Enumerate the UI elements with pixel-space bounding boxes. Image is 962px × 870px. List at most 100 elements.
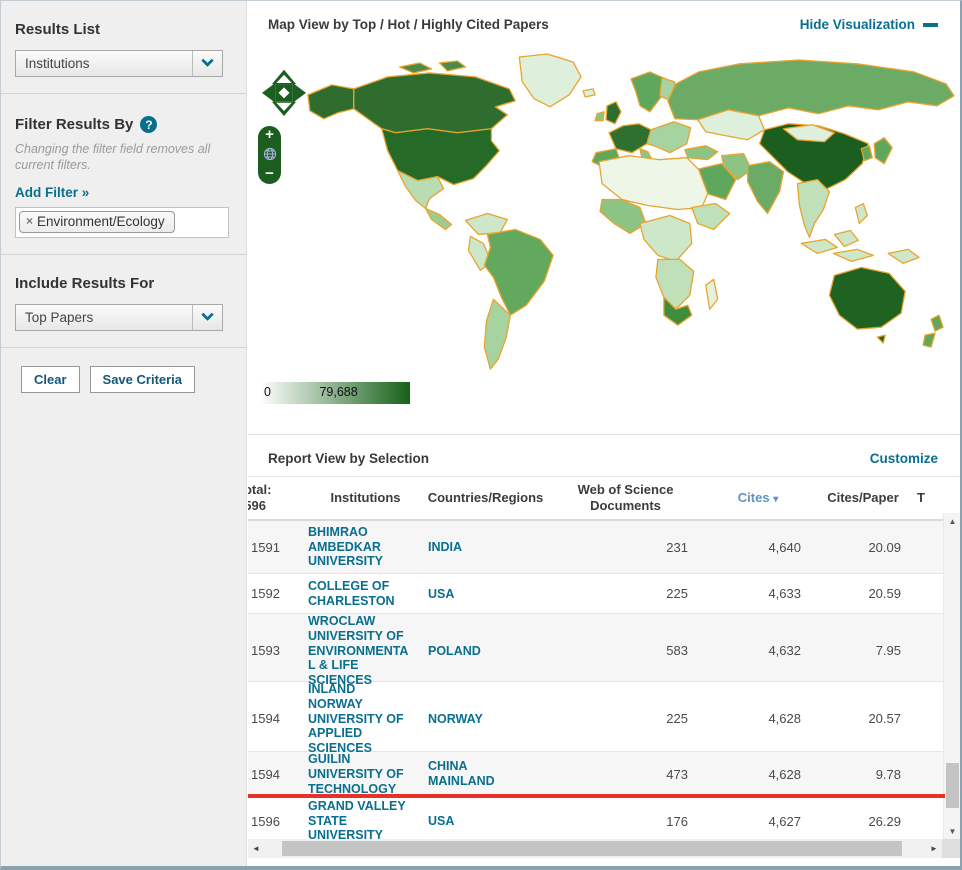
column-header-documents[interactable]: Web of Science Documents [548, 482, 703, 515]
horizontal-scrollbar-thumb[interactable] [282, 841, 902, 856]
map-region-southern-africa[interactable] [656, 259, 694, 309]
horizontal-scrollbar-track[interactable] [264, 839, 926, 858]
vertical-scrollbar-thumb[interactable] [946, 763, 959, 808]
country-link[interactable]: POLAND [428, 644, 481, 659]
column-header-countries[interactable]: Countries/Regions [423, 490, 548, 506]
rank-cell: 1593 [248, 643, 308, 658]
institution-link[interactable]: GRAND VALLEY STATE UNIVERSITY [308, 799, 413, 843]
add-filter-link[interactable]: Add Filter » [15, 185, 89, 200]
column-header-cites[interactable]: Cites ▾ [703, 490, 813, 507]
map-region-turkey[interactable] [685, 146, 718, 160]
cites-per-paper-cell: 26.29 [813, 814, 913, 829]
filter-note: Changing the filter field removes all cu… [15, 141, 215, 174]
documents-cell: 225 [548, 711, 703, 726]
map-region-iceland[interactable] [583, 89, 595, 97]
map-region-se-asia[interactable] [797, 180, 829, 238]
cites-per-paper-cell: 20.59 [813, 586, 913, 601]
map-region-arctic-islands[interactable] [400, 63, 432, 73]
map-region-philippines[interactable] [855, 204, 867, 224]
institution-link[interactable]: WROCLAW UNIVERSITY OF ENVIRONMENTAL & LI… [308, 614, 413, 688]
institution-link[interactable]: GUILIN UNIVERSITY OF TECHNOLOGY [308, 752, 413, 796]
map-region-eastern-europe[interactable] [647, 122, 691, 153]
map-region-new-zealand[interactable] [931, 315, 943, 331]
map-region-new-guinea[interactable] [888, 249, 919, 263]
country-link[interactable]: USA [428, 587, 454, 602]
table-row: 1591 BHIMRAO AMBEDKAR UNIVERSITY INDIA 2… [248, 521, 948, 574]
country-link[interactable]: USA [428, 814, 454, 829]
map-region-alaska[interactable] [308, 85, 354, 119]
esi-window: Results List Institutions Filter Results… [0, 0, 962, 870]
globe-icon[interactable] [263, 147, 277, 161]
clear-button[interactable]: Clear [21, 366, 80, 393]
horizontal-scrollbar[interactable]: ◄ ► [248, 839, 960, 858]
sort-desc-icon: ▾ [773, 494, 778, 505]
dropdown-caret-box [192, 305, 222, 330]
map-region-canada[interactable] [354, 73, 516, 133]
institution-link[interactable]: COLLEGE OF CHARLESTON [308, 579, 413, 609]
map-region-arctic-islands[interactable] [440, 61, 466, 71]
scroll-left-icon[interactable]: ◄ [248, 844, 264, 853]
help-icon[interactable]: ? [140, 116, 157, 133]
map-region-indonesia[interactable] [833, 249, 873, 261]
world-map-visualization: + − 0 79,688 [248, 42, 960, 434]
include-results-title: Include Results For [15, 275, 232, 292]
pan-left-icon [262, 83, 275, 103]
hide-visualization-link[interactable]: Hide Visualization [800, 17, 938, 32]
remove-filter-icon[interactable]: × [26, 214, 33, 228]
map-region-russia[interactable] [668, 60, 954, 120]
scroll-up-icon[interactable]: ▲ [944, 513, 961, 529]
map-region-usa[interactable] [382, 129, 500, 185]
map-region-east-africa[interactable] [692, 204, 730, 230]
scroll-down-icon[interactable]: ▼ [944, 823, 961, 839]
map-region-borneo[interactable] [834, 230, 858, 246]
country-link[interactable]: INDIA [428, 540, 462, 555]
map-region-new-zealand[interactable] [923, 333, 935, 347]
map-region-central-africa[interactable] [640, 216, 692, 262]
legend-max-value: 79,688 [319, 385, 357, 399]
map-region-ireland[interactable] [595, 112, 604, 121]
main-content: Map View by Top / Hot / Highly Cited Pap… [248, 1, 960, 866]
filter-title: Filter Results By [15, 116, 133, 133]
results-list-title: Results List [15, 21, 232, 38]
save-criteria-button[interactable]: Save Criteria [90, 366, 196, 393]
map-zoom-control[interactable]: + − [258, 126, 281, 184]
scroll-right-icon[interactable]: ► [926, 844, 942, 853]
cites-cell: 4,632 [703, 643, 813, 658]
map-region-japan[interactable] [874, 138, 892, 164]
customize-link[interactable]: Customize [870, 451, 938, 466]
map-region-central-america[interactable] [426, 209, 452, 230]
results-list-dropdown[interactable]: Institutions [15, 50, 223, 77]
cites-cell: 4,633 [703, 586, 813, 601]
documents-cell: 225 [548, 586, 703, 601]
institution-link[interactable]: BHIMRAO AMBEDKAR UNIVERSITY [308, 525, 413, 569]
include-results-dropdown[interactable]: Top Papers [15, 304, 223, 331]
map-region-madagascar[interactable] [706, 279, 718, 309]
map-region-colombia-venezuela[interactable] [465, 214, 507, 235]
include-results-value: Top Papers [16, 310, 192, 325]
map-region-greenland[interactable] [519, 54, 581, 107]
map-region-uk[interactable] [606, 102, 621, 124]
report-panel-header: Report View by Selection Customize [248, 434, 960, 477]
map-color-legend: 0 79,688 [260, 382, 410, 404]
zoom-out-button[interactable]: − [265, 167, 274, 180]
table-row: 1593 WROCLAW UNIVERSITY OF ENVIRONMENTAL… [248, 614, 948, 682]
map-region-australia[interactable] [829, 267, 905, 329]
vertical-scrollbar[interactable]: ▲ ▼ [943, 513, 960, 839]
map-region-indonesia[interactable] [801, 239, 837, 253]
zoom-in-button[interactable]: + [265, 128, 274, 141]
country-link[interactable]: NORWAY [428, 712, 483, 727]
results-table-header: Total: 1596 Institutions Countries/Regio… [248, 477, 960, 521]
map-region-west-africa[interactable] [600, 200, 646, 234]
map-pan-control[interactable] [262, 58, 306, 130]
country-link[interactable]: CHINA MAINLAND [428, 759, 508, 789]
filter-tag-environment-ecology[interactable]: × Environment/Ecology [19, 211, 175, 233]
map-region-argentina[interactable] [484, 299, 510, 369]
institution-link[interactable]: INLAND NORWAY UNIVERSITY OF APPLIED SCIE… [308, 682, 413, 756]
chevron-down-icon [201, 54, 214, 67]
map-region-india[interactable] [748, 162, 784, 214]
sidebar: Results List Institutions Filter Results… [1, 1, 247, 866]
column-header-cites-per-paper[interactable]: Cites/Paper [813, 490, 913, 506]
filter-box: × Environment/Ecology [15, 207, 229, 238]
column-header-institutions[interactable]: Institutions [308, 490, 423, 506]
map-region-tasmania[interactable] [877, 335, 885, 343]
